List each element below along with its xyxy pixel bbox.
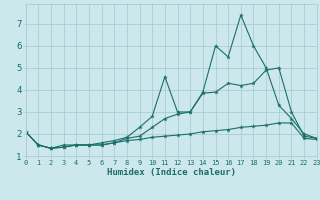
X-axis label: Humidex (Indice chaleur): Humidex (Indice chaleur) [107, 168, 236, 177]
